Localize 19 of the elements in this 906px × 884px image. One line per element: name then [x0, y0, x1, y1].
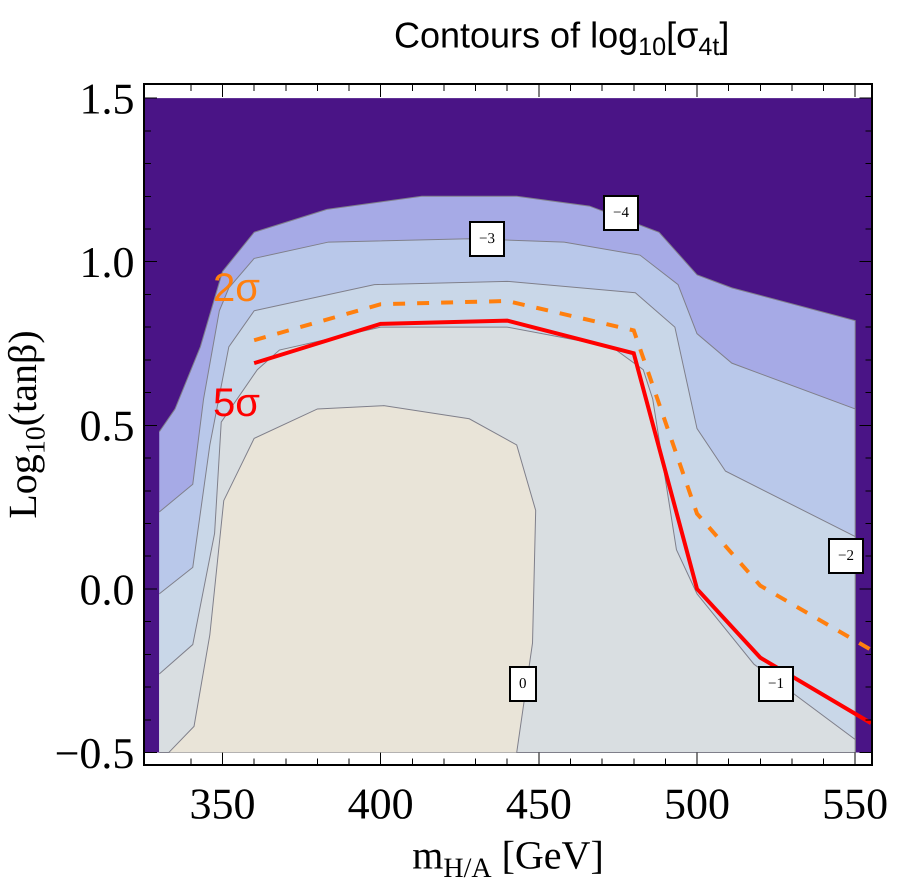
- x-tick-label: 400: [348, 780, 414, 829]
- annotation: 0: [519, 676, 526, 692]
- x-tick-label: 350: [190, 780, 256, 829]
- annotation: −2: [838, 548, 854, 564]
- annotation: −1: [768, 676, 784, 692]
- x-tick-label: 500: [664, 780, 730, 829]
- y-tick-label: 0.0: [79, 565, 134, 614]
- chart-title: Contours of log$_{10}$[σ$_{4t}$]: [394, 14, 730, 61]
- y-tick-label: 0.5: [79, 402, 134, 451]
- x-axis-title: m$_{H/A}$ [GeV]: [412, 832, 604, 884]
- y-tick-label: 1.5: [79, 74, 134, 124]
- x-tick-label: 450: [506, 780, 572, 829]
- annotation: −4: [613, 205, 630, 221]
- annotation: −3: [479, 231, 495, 247]
- series-label: 2σ: [213, 266, 260, 310]
- series-label: 5σ: [213, 381, 260, 425]
- y-tick-label: −0.5: [54, 728, 134, 778]
- y-tick-label: 1.0: [79, 238, 134, 288]
- x-tick-label: 550: [822, 780, 888, 829]
